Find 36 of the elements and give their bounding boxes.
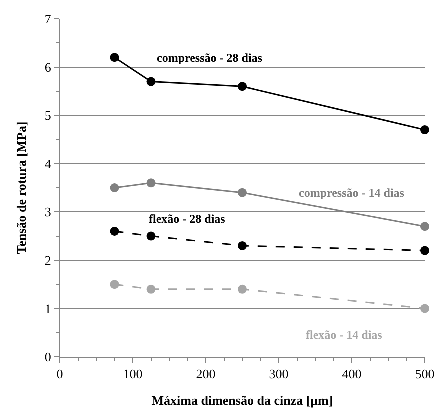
point (238, 82, 247, 92)
x-tick-label: 0 (56, 366, 64, 382)
series-label: flexão - 28 dias (149, 212, 226, 226)
series-label: flexão - 14 dias (306, 328, 383, 342)
x-tick-label: 400 (342, 366, 362, 382)
point (110, 53, 120, 62)
point (420, 304, 430, 314)
y-tick-label: 0 (44, 350, 52, 365)
y-tick-label: 4 (44, 156, 52, 172)
point (238, 188, 247, 198)
y-axis-title: Tensão de rotura [MPa] (14, 122, 29, 254)
y-tick-label: 3 (44, 204, 52, 220)
series-label: compressão - 14 dias (299, 186, 405, 200)
x-axis-title: Máxima dimensão da cinza [μm] (152, 393, 334, 408)
point (146, 284, 156, 294)
point (238, 284, 247, 294)
x-tick-label: 200 (196, 366, 216, 382)
point (420, 222, 430, 232)
x-tick-label: 100 (123, 366, 143, 382)
series-label: compressão - 28 dias (157, 51, 263, 65)
point (146, 178, 156, 188)
x-tick-label: 500 (415, 366, 435, 382)
point (238, 241, 247, 250)
y-tick-label: 5 (44, 108, 52, 124)
y-tick-label: 7 (44, 12, 52, 27)
point (420, 126, 430, 135)
y-tick-label: 1 (44, 301, 52, 316)
point (146, 77, 156, 86)
point (110, 280, 120, 290)
x-tick-label: 300 (269, 366, 289, 382)
point (146, 232, 156, 241)
y-tick-label: 6 (44, 60, 52, 75)
point (420, 246, 430, 256)
point (110, 184, 120, 192)
y-tick-label: 2 (44, 252, 52, 268)
point (110, 226, 120, 236)
